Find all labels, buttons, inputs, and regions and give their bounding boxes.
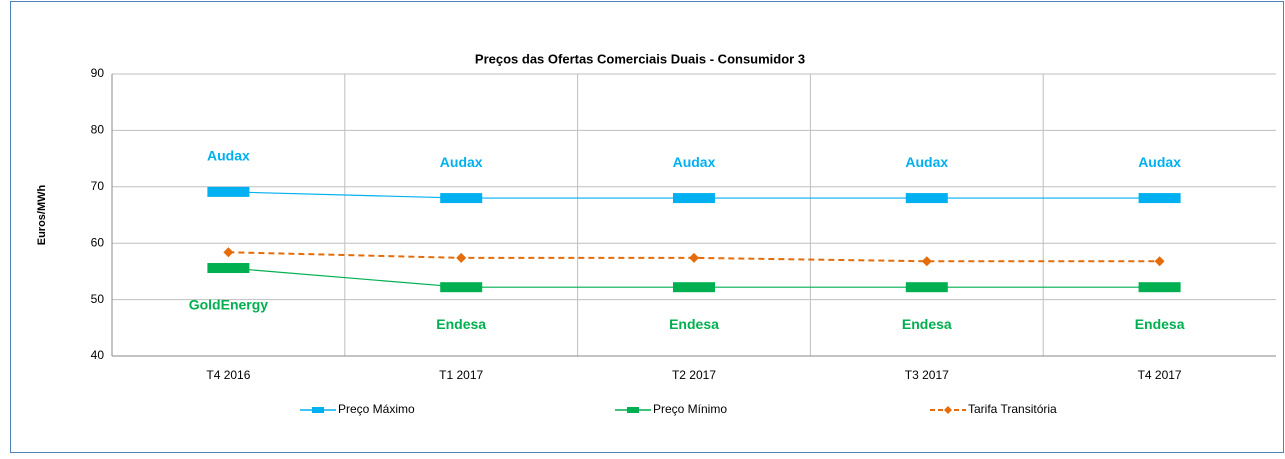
- point-label: Audax: [1138, 154, 1181, 170]
- x-tick-label: T3 2017: [905, 368, 949, 382]
- point-marker: [440, 193, 483, 204]
- legend-marker: [944, 406, 952, 414]
- point-label: Endesa: [669, 316, 719, 332]
- point-label: Endesa: [436, 316, 486, 332]
- y-tick-label: 50: [91, 292, 105, 306]
- point-marker: [207, 263, 250, 274]
- point-marker: [1138, 193, 1181, 204]
- point-marker: [905, 282, 948, 293]
- y-tick-label: 80: [91, 123, 105, 137]
- legend-marker: [312, 407, 324, 413]
- point-label: Audax: [905, 154, 948, 170]
- y-tick-label: 40: [91, 348, 105, 362]
- legend-label: Preço Máximo: [338, 402, 415, 416]
- y-tick-label: 70: [91, 179, 105, 193]
- point-marker: [456, 252, 467, 263]
- y-tick-label: 60: [91, 235, 105, 249]
- y-axis-label: Euros/MWh: [36, 184, 48, 245]
- point-label: Audax: [440, 154, 483, 170]
- point-marker: [689, 252, 699, 263]
- point-label: Audax: [673, 154, 716, 170]
- x-tick-label: T2 2017: [672, 368, 716, 382]
- chart-border: [10, 1, 1284, 453]
- legend-marker: [627, 407, 639, 413]
- point-marker: [440, 282, 483, 293]
- point-marker: [673, 193, 715, 204]
- x-tick-label: T4 2016: [206, 368, 250, 382]
- point-label: GoldEnergy: [189, 297, 269, 313]
- x-tick-label: T1 2017: [439, 368, 483, 382]
- point-marker: [905, 193, 948, 204]
- legend-label: Tarifa Transitória: [968, 402, 1057, 416]
- point-marker: [673, 282, 715, 293]
- x-tick-label: T4 2017: [1138, 368, 1182, 382]
- point-marker: [207, 186, 250, 197]
- point-marker: [1138, 282, 1181, 293]
- point-label: Audax: [207, 148, 250, 164]
- point-label: Endesa: [1135, 316, 1185, 332]
- point-marker: [223, 247, 234, 258]
- point-label: Endesa: [902, 316, 952, 332]
- point-marker: [1154, 256, 1165, 267]
- legend-label: Preço Mínimo: [653, 402, 727, 416]
- chart-title: Preços das Ofertas Comerciais Duais - Co…: [475, 51, 805, 66]
- y-tick-label: 90: [91, 66, 105, 80]
- point-marker: [921, 256, 932, 267]
